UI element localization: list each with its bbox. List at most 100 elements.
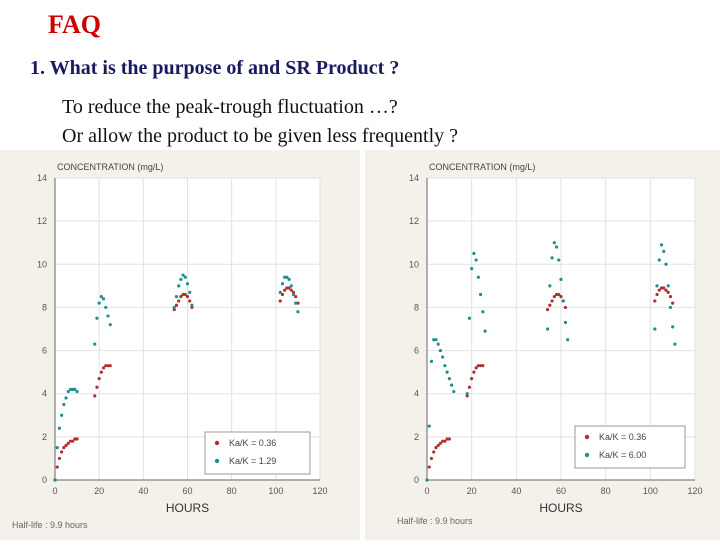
data-point bbox=[557, 292, 561, 297]
data-point bbox=[71, 387, 75, 391]
data-point bbox=[185, 295, 190, 299]
x-tick-label: 60 bbox=[182, 486, 192, 496]
data-point bbox=[174, 303, 179, 307]
x-tick-label: 80 bbox=[227, 486, 237, 496]
legend-marker bbox=[584, 434, 590, 440]
data-point bbox=[438, 441, 442, 445]
legend-label: Ka/K = 1.29 bbox=[229, 456, 276, 466]
data-point bbox=[68, 439, 73, 443]
chart-title: CONCENTRATION (mg/L) bbox=[429, 162, 535, 172]
data-point bbox=[64, 443, 68, 448]
data-point bbox=[662, 249, 666, 253]
x-tick-label: 80 bbox=[601, 486, 611, 496]
chart-footer: Half-life : 9.9 hours bbox=[397, 516, 473, 526]
data-point bbox=[673, 342, 677, 346]
data-point bbox=[181, 273, 185, 277]
data-point bbox=[296, 301, 300, 305]
data-point bbox=[106, 314, 110, 318]
data-point bbox=[441, 439, 445, 443]
data-point bbox=[60, 450, 64, 454]
data-point bbox=[55, 446, 59, 450]
data-point bbox=[62, 402, 66, 407]
data-point bbox=[443, 364, 447, 368]
data-point bbox=[653, 299, 657, 303]
data-point bbox=[548, 284, 552, 288]
y-tick-label: 14 bbox=[409, 173, 419, 183]
data-point bbox=[296, 310, 300, 314]
data-point bbox=[71, 439, 75, 443]
data-point bbox=[662, 286, 666, 290]
data-point bbox=[563, 305, 568, 310]
data-point bbox=[289, 288, 293, 292]
data-point bbox=[467, 385, 472, 389]
data-point bbox=[64, 396, 68, 400]
data-point bbox=[62, 446, 66, 450]
data-point bbox=[659, 286, 664, 290]
concentration-chart-right: 0 2 4 6 8 10 12 14 0 20 40 60 80 100 120 CONCENTRATION … bbox=[365, 150, 720, 540]
y-tick-label: 6 bbox=[414, 346, 419, 356]
data-point bbox=[445, 370, 449, 374]
answer-line-1: To reduce the peak-trough fluctuation …? bbox=[62, 96, 398, 118]
x-tick-label: 0 bbox=[424, 486, 429, 496]
data-point bbox=[552, 295, 556, 299]
data-point bbox=[476, 364, 480, 368]
x-tick-label: 120 bbox=[312, 486, 327, 496]
concentration-chart-left: 0 2 4 6 8 10 12 14 0 20 40 60 80 100 120 CONCENTRATION … bbox=[0, 150, 360, 540]
data-point bbox=[481, 364, 485, 368]
data-point bbox=[445, 437, 449, 441]
data-point bbox=[476, 275, 480, 279]
legend-box bbox=[204, 431, 311, 475]
data-point bbox=[447, 437, 451, 441]
data-point bbox=[287, 286, 291, 290]
data-point bbox=[554, 245, 559, 249]
data-point bbox=[172, 305, 176, 310]
data-point bbox=[75, 389, 79, 394]
data-point bbox=[101, 297, 106, 301]
data-point bbox=[655, 284, 659, 288]
data-point bbox=[432, 450, 436, 454]
data-point bbox=[66, 389, 70, 394]
data-point bbox=[427, 465, 431, 469]
data-point bbox=[75, 437, 79, 441]
data-point bbox=[657, 288, 661, 292]
x-tick-label: 0 bbox=[52, 486, 57, 496]
data-point bbox=[97, 301, 101, 305]
data-point bbox=[285, 286, 289, 290]
data-point bbox=[190, 303, 194, 307]
data-point bbox=[659, 243, 664, 247]
data-point bbox=[280, 282, 285, 286]
chart-footer: Half-life : 9.9 hours bbox=[12, 520, 88, 530]
data-point bbox=[438, 348, 442, 353]
page-title: FAQ bbox=[48, 10, 101, 39]
data-point bbox=[101, 366, 106, 370]
legend-label: Ka/K = 0.36 bbox=[599, 432, 646, 442]
data-point bbox=[452, 389, 456, 394]
data-point bbox=[559, 277, 563, 281]
y-tick-label: 8 bbox=[414, 302, 419, 312]
x-axis-label: HOURS bbox=[166, 501, 209, 515]
data-point bbox=[188, 299, 192, 303]
data-point bbox=[104, 364, 108, 368]
data-point bbox=[285, 275, 289, 279]
data-point bbox=[179, 295, 183, 299]
data-point bbox=[283, 275, 287, 279]
data-point bbox=[108, 364, 112, 368]
data-point bbox=[108, 323, 112, 327]
data-point bbox=[53, 478, 57, 482]
data-point bbox=[671, 325, 675, 329]
chart-left-svg: 0 2 4 6 8 10 12 14 0 20 40 60 80 100 120 CONCENTRATION … bbox=[12, 162, 328, 530]
data-point bbox=[550, 256, 554, 260]
data-point bbox=[563, 320, 568, 325]
data-point bbox=[57, 426, 62, 430]
x-tick-label: 100 bbox=[643, 486, 658, 496]
data-point bbox=[479, 292, 483, 297]
answer-line-2: Or allow the product to be given less fr… bbox=[62, 125, 458, 147]
legend-marker bbox=[584, 452, 590, 458]
y-tick-label: 8 bbox=[42, 302, 47, 312]
data-point bbox=[95, 385, 99, 389]
data-point bbox=[657, 258, 661, 262]
legend-label: Ka/K = 6.00 bbox=[599, 450, 646, 460]
data-point bbox=[434, 338, 438, 342]
y-tick-label: 2 bbox=[42, 432, 47, 442]
data-point bbox=[104, 305, 108, 310]
